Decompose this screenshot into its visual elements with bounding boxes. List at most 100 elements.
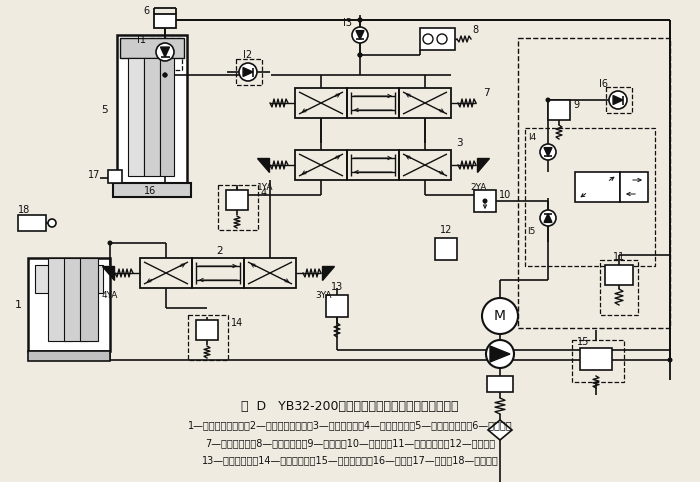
Text: 12: 12 (440, 225, 452, 235)
Bar (572, 340, 624, 382)
Polygon shape (322, 266, 334, 280)
Bar (518, 38, 670, 328)
Text: 17: 17 (88, 170, 100, 180)
Polygon shape (488, 420, 512, 440)
Text: 4YA: 4YA (102, 292, 118, 300)
Circle shape (156, 43, 174, 61)
Text: 1: 1 (15, 300, 22, 310)
Text: 5: 5 (102, 105, 108, 115)
Bar (326, 295, 348, 317)
Bar (28, 351, 110, 361)
Polygon shape (477, 158, 489, 172)
Circle shape (482, 298, 518, 334)
Circle shape (437, 34, 447, 44)
Bar (347, 150, 399, 180)
Circle shape (482, 199, 487, 203)
Text: 14: 14 (231, 318, 244, 328)
Text: 15: 15 (577, 337, 589, 347)
Bar (600, 260, 638, 315)
Bar (244, 258, 296, 288)
Text: 11: 11 (613, 252, 625, 262)
Bar (435, 238, 457, 260)
Bar (236, 59, 262, 85)
Circle shape (540, 144, 556, 160)
Text: 图  D   YB32-200型四柱万能液压机的液压系统原理图: 图 D YB32-200型四柱万能液压机的液压系统原理图 (241, 400, 458, 413)
Circle shape (358, 53, 363, 57)
Circle shape (486, 340, 514, 368)
Circle shape (668, 358, 673, 362)
Bar (548, 100, 570, 120)
Text: 2YA: 2YA (471, 184, 487, 192)
Circle shape (545, 97, 550, 103)
Bar (18, 215, 46, 231)
Bar (399, 88, 451, 118)
Bar (474, 190, 496, 212)
Polygon shape (356, 30, 364, 40)
Bar (120, 38, 184, 58)
Circle shape (162, 72, 167, 78)
Text: 4: 4 (261, 188, 267, 198)
Bar (64, 258, 88, 341)
Bar (218, 185, 258, 230)
Circle shape (239, 63, 257, 81)
Bar (347, 88, 399, 118)
Polygon shape (160, 47, 169, 57)
Circle shape (609, 91, 627, 109)
Bar (80, 258, 98, 341)
Bar (580, 348, 612, 370)
Text: I3: I3 (344, 18, 353, 28)
Polygon shape (102, 266, 114, 280)
Circle shape (162, 72, 167, 78)
Bar (420, 28, 455, 50)
Circle shape (358, 17, 363, 23)
Text: I2: I2 (244, 50, 253, 60)
Circle shape (540, 210, 556, 226)
Bar (113, 183, 191, 197)
Bar (399, 150, 451, 180)
Text: 3YA: 3YA (316, 292, 332, 300)
Circle shape (358, 17, 363, 23)
Bar (117, 35, 187, 183)
Polygon shape (544, 214, 552, 222)
Text: M: M (494, 309, 506, 323)
Bar (295, 88, 347, 118)
Bar (295, 150, 347, 180)
Polygon shape (544, 147, 552, 156)
Circle shape (108, 241, 113, 245)
Polygon shape (243, 67, 253, 77)
Text: 7—主缸换向阀；8—压力继电器；9—释压阀；10—顺序阀；11—泵站溢流阀；12—减压阀；: 7—主缸换向阀；8—压力继电器；9—释压阀；10—顺序阀；11—泵站溢流阀；12… (205, 438, 495, 448)
Bar (192, 258, 244, 288)
Polygon shape (490, 346, 510, 362)
Bar (188, 315, 228, 360)
Bar (48, 258, 72, 341)
Text: 1YA: 1YA (257, 184, 273, 192)
Text: 10: 10 (499, 190, 511, 200)
Text: 9: 9 (573, 100, 579, 110)
Text: 7: 7 (483, 88, 489, 98)
Text: 2: 2 (217, 246, 223, 256)
Text: 1—下缸（顶出缸）；2—下缸电液换向阀；3—主缸先导阀；4—主缸安全阀；5—上缸（主缸）；6—充液笱；: 1—下缸（顶出缸）；2—下缸电液换向阀；3—主缸先导阀；4—主缸安全阀；5—上缸… (188, 420, 512, 430)
Bar (196, 320, 218, 340)
Text: I4: I4 (528, 134, 536, 143)
Circle shape (352, 27, 368, 43)
Circle shape (423, 34, 433, 44)
Bar (144, 58, 160, 176)
Text: 13: 13 (331, 282, 343, 292)
Polygon shape (613, 95, 623, 105)
Bar (620, 172, 648, 202)
Text: 18: 18 (18, 205, 30, 215)
Polygon shape (257, 158, 269, 172)
Bar (28, 258, 110, 351)
Bar (154, 14, 176, 28)
Bar (160, 58, 174, 176)
Bar (605, 265, 633, 285)
Text: 3: 3 (456, 138, 463, 148)
Text: I5: I5 (528, 228, 536, 237)
Bar (108, 170, 122, 183)
Text: I1: I1 (137, 35, 146, 45)
Circle shape (358, 53, 363, 57)
Circle shape (48, 219, 56, 227)
Bar (525, 128, 655, 266)
Text: 6: 6 (144, 6, 150, 16)
Text: I6: I6 (599, 79, 608, 89)
